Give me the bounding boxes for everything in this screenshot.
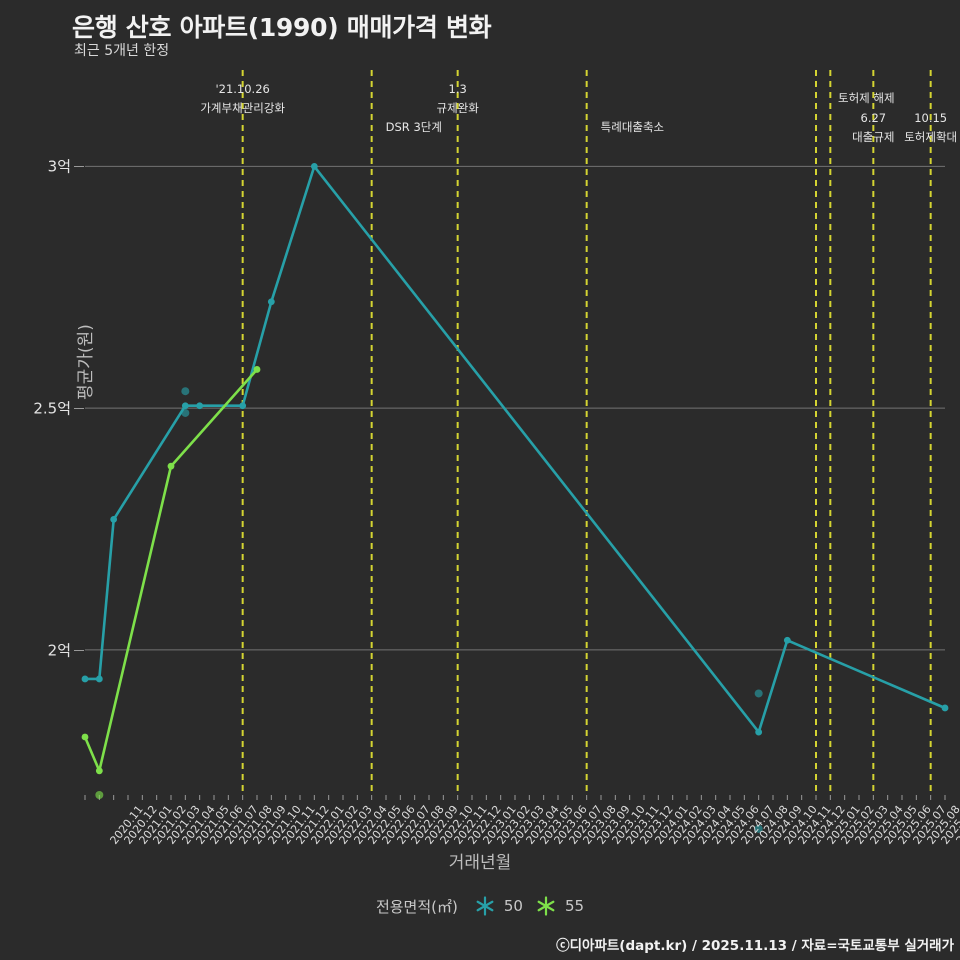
annotation-label: 대출규제 (852, 130, 895, 144)
y-axis-tick-label: 2억 (47, 641, 71, 660)
legend-marker-star-icon (537, 896, 555, 916)
y-axis-tick-label: 3억 (47, 157, 71, 176)
y-axis-tick-mark (74, 649, 84, 651)
legend-label-50: 50 (503, 897, 523, 915)
annotation-label: 토허제 해제 (838, 91, 895, 105)
annotation-label: 토허제확대 (904, 130, 958, 144)
annotation-date: 10.15 (914, 111, 948, 125)
annotation-label: 규제완화 (436, 101, 479, 115)
legend-label-55: 55 (564, 897, 585, 915)
plot-area: 평균가(원) (76, 60, 945, 795)
page-title: 은행 산호 아파트(1990) 매매가격 변화 (72, 13, 492, 42)
x-axis-label: 거래년월 (448, 853, 512, 873)
annotation-label: 특례대출축소 (600, 120, 665, 134)
y-axis-tick-label: 2.5억 (33, 399, 71, 418)
legend-item-50[interactable]: 50 (474, 895, 523, 917)
annotation-label: 가계부채관리강화 (200, 101, 285, 115)
page-subtitle: 최근 5개년 한정 (74, 43, 170, 59)
annotation-date: 6.27 (860, 111, 887, 125)
x-axis-tick-marks (84, 795, 946, 800)
annotation-date: '21.10.26 (215, 82, 270, 96)
annotation-label: DSR 3단계 (385, 120, 442, 134)
y-axis-tick-mark (74, 166, 84, 168)
legend-marker-star-icon (476, 896, 494, 916)
legend-item-55[interactable]: 55 (535, 895, 584, 917)
series-layer (81, 162, 949, 833)
chart-legend: 전용면적(㎡) 50 55 (0, 895, 960, 917)
annotation-date: 1.3 (448, 82, 467, 96)
y-axis-tick-mark (74, 408, 84, 410)
legend-title: 전용면적(㎡) (375, 897, 458, 916)
footer-credit: ⓒ디아파트(dapt.kr) / 2025.11.13 / 자료=국토교통부 실… (556, 938, 954, 954)
